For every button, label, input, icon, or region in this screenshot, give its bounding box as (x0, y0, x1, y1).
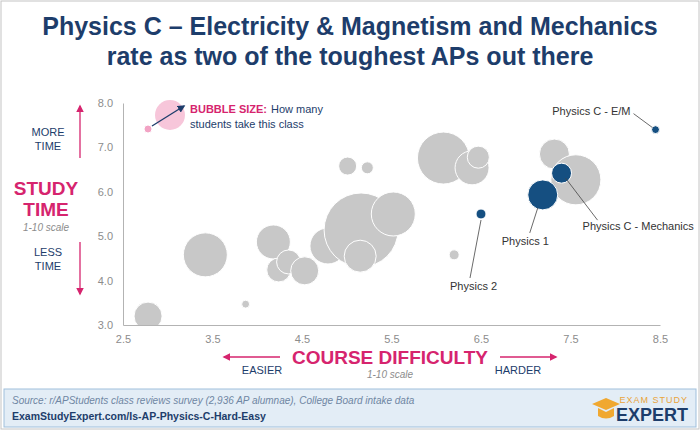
tick-label: 4.0 (98, 275, 113, 287)
bubble (528, 180, 558, 210)
point-label: Physics 2 (450, 280, 497, 292)
bubble (371, 192, 415, 236)
x-arrow-right (500, 356, 556, 357)
bubble (242, 300, 250, 308)
outer-frame (1, 1, 699, 429)
bubble (339, 157, 357, 175)
bubble (134, 302, 162, 325)
legend-bubble-small (144, 125, 152, 133)
source-link: ExamStudyExpert.com/Is-AP-Physics-C-Hard… (12, 410, 266, 422)
tick-label: 7.5 (563, 333, 578, 345)
tick-label: 7.0 (98, 141, 113, 153)
bubble (652, 126, 660, 134)
chart-svg: Physics C – Electricity & Magnetism and … (0, 0, 700, 431)
title-group: Physics C – Electricity & Magnetism and … (42, 12, 658, 70)
tick: 8.5 (653, 325, 668, 345)
tick: 8.0 (98, 97, 123, 109)
point-label: Physics C - Mechanics (583, 220, 695, 232)
x-axis-title: COURSE DIFFICULTY1-10 scale EASIER HARDER (224, 347, 556, 380)
size-legend: BUBBLE SIZE: How many students take this c… (144, 100, 323, 133)
point-label: Physics 1 (502, 235, 549, 247)
y-arrow-up (79, 106, 80, 158)
legend-arrow (152, 106, 184, 126)
tick: 2.5 (116, 325, 131, 345)
y-end-label: MORE (32, 126, 65, 138)
footer: Source: r/APStudents class reviews surve… (12, 395, 688, 425)
tick-label: 5.0 (98, 230, 113, 242)
tick: 4.0 (98, 275, 123, 287)
tick: 4.5 (295, 325, 310, 345)
tick-label: 2.5 (116, 333, 131, 345)
legend-text: BUBBLE SIZE: How many (190, 103, 323, 115)
tick-label: 3.0 (98, 319, 113, 331)
source-note: Source: r/APStudents class reviews surve… (12, 395, 415, 406)
chart-title: Physics C – Electricity & Magnetism and … (42, 12, 658, 40)
axis-line (124, 325, 661, 326)
x-axis-label: COURSE DIFFICULTY (292, 347, 488, 368)
bubble (183, 233, 227, 277)
leader-line (566, 178, 598, 220)
bubble (476, 209, 486, 219)
leader-line (470, 220, 481, 278)
bubble (467, 146, 489, 168)
bubble (361, 162, 373, 174)
tick: 7.5 (563, 325, 578, 345)
tick-label: 8.0 (98, 97, 113, 109)
y-axis-title: STUDYTIME1-10 scaleMORETIMELESSTIME (14, 106, 80, 294)
annotations: Physics 2 Physics 1 Physics C - Mechanics P… (450, 105, 694, 292)
bubble (291, 257, 319, 285)
tick-label: 6.5 (474, 333, 489, 345)
x-end-label: EASIER (242, 364, 282, 376)
footer-band (4, 389, 696, 427)
x-arrow-left (224, 356, 280, 357)
legend-note: students take this class (190, 118, 304, 130)
tick-label: 8.5 (653, 333, 668, 345)
chart-root: Physics C – Electricity & Magnetism and … (0, 0, 700, 431)
y-axis-label: STUDY (14, 178, 79, 199)
legend-note: How many (271, 103, 323, 115)
y-end-label: TIME (35, 140, 61, 152)
tick: 5.0 (98, 230, 123, 242)
axis-line (123, 104, 124, 326)
tick: 3.0 (98, 319, 123, 331)
y-end-label: LESS (34, 246, 62, 258)
bubble (449, 250, 459, 260)
logo-bottom: EXPERT (616, 405, 688, 425)
y-axis-note: 1-10 scale (23, 222, 70, 233)
x-axis: 2.5 3.5 4.5 5.5 6.5 7.5 8.5 (116, 325, 668, 345)
bubble (551, 155, 601, 205)
point-label: Physics C - E/M (552, 105, 630, 117)
y-axis-label: TIME (23, 199, 68, 220)
tick-label: 4.5 (295, 333, 310, 345)
leader-line (530, 208, 538, 233)
tick: 6.5 (474, 325, 489, 345)
chart-title: rate as two of the toughest APs out ther… (107, 42, 594, 70)
tick: 3.5 (205, 325, 220, 345)
tick: 6.0 (98, 186, 123, 198)
tick-label: 5.5 (384, 333, 399, 345)
marks (134, 126, 659, 325)
bubble (344, 240, 376, 272)
legend-title: BUBBLE SIZE: (190, 103, 267, 115)
y-arrow-down (79, 242, 80, 294)
tick: 7.0 (98, 141, 123, 153)
leader-line (634, 114, 653, 128)
tick-label: 6.0 (98, 186, 113, 198)
logo-top: EXAM STUDY (619, 395, 688, 405)
tick-label: 3.5 (205, 333, 220, 345)
tick: 5.5 (384, 325, 399, 345)
x-end-label: HARDER (495, 364, 542, 376)
bubble (552, 163, 572, 183)
y-end-label: TIME (35, 260, 61, 272)
y-axis: 3.0 4.0 5.0 6.0 7.0 8.0 (98, 97, 124, 331)
x-axis-note: 1-10 scale (367, 369, 414, 380)
